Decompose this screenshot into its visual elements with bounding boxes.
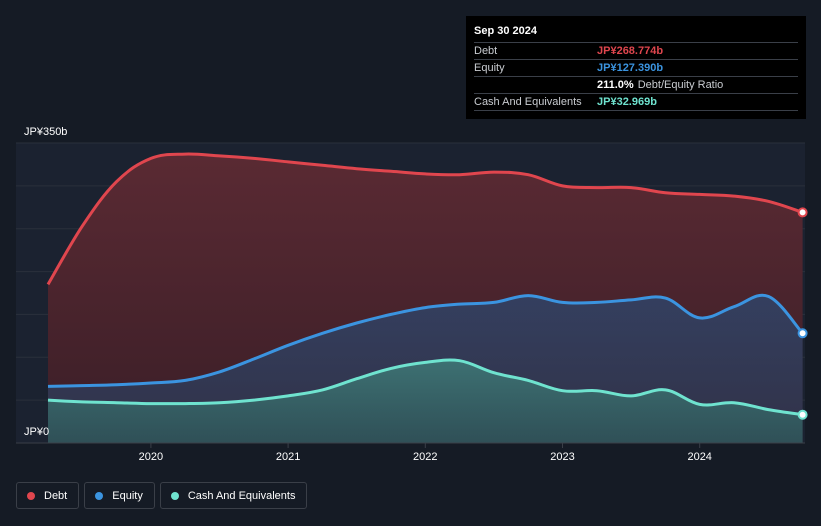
tooltip-date: Sep 30 2024	[474, 25, 537, 37]
tooltip-row-equity: Equity JP¥127.390b	[474, 59, 798, 76]
tooltip-panel: Sep 30 2024 Debt JP¥268.774b Equity JP¥1…	[466, 16, 806, 119]
y-axis-bottom-label: JP¥0	[24, 426, 49, 438]
legend-item-debt[interactable]: Debt	[16, 482, 80, 509]
legend-label: Cash And Equivalents	[187, 489, 296, 502]
legend-dot-icon	[27, 491, 35, 500]
series-lines	[46, 152, 804, 417]
legend-item-equity[interactable]: Equity	[84, 482, 155, 509]
x-tick-label: 2024	[687, 451, 711, 463]
legend-dot-icon	[95, 491, 104, 500]
tooltip-row-ratio: 211.0% Debt/Equity Ratio	[474, 76, 798, 93]
series-end-points	[797, 207, 808, 420]
debt-line	[46, 152, 804, 286]
equity-line	[47, 293, 804, 388]
series-areas	[48, 154, 803, 444]
tooltip-row-suffix: Debt/Equity Ratio	[637, 79, 724, 91]
x-tick-label: 2021	[276, 451, 300, 463]
chart-legend: Debt Equity Cash And Equivalents	[16, 482, 308, 509]
tooltip-row-debt: Debt JP¥268.774b	[474, 42, 798, 59]
legend-label: Debt	[44, 489, 68, 502]
tooltip-row-value: JP¥268.774b	[597, 45, 664, 57]
legend-item-cash[interactable]: Cash And Equivalents	[159, 482, 308, 509]
debt-end-point[interactable]	[797, 207, 808, 218]
tooltip-row-label: Equity	[474, 62, 505, 74]
cash-and-equivalents-end-point[interactable]	[797, 409, 808, 420]
y-axis-top-label: JP¥350b	[24, 126, 67, 138]
tooltip-row-label: Cash And Equivalents	[474, 96, 582, 108]
cash-and-equivalents-line	[47, 358, 803, 417]
tooltip-row-cash: Cash And Equivalents JP¥32.969b	[474, 93, 798, 111]
equity-end-point[interactable]	[797, 328, 808, 339]
tooltip-row-label	[474, 77, 597, 93]
legend-label: Equity	[112, 489, 143, 502]
tooltip-row-value: JP¥32.969b	[597, 96, 657, 108]
legend-dot-icon	[170, 491, 179, 500]
tooltip-row-value: JP¥127.390b	[597, 62, 664, 74]
cash-and-equivalents-area	[48, 360, 803, 443]
x-tick-label: 2023	[550, 451, 574, 463]
x-axis-ticks: 2020 2021 2022 2023 2024	[139, 443, 712, 463]
x-tick-label: 2022	[413, 451, 437, 463]
tooltip-row-label: Debt	[474, 45, 498, 57]
tooltip-row-value: 211.0%	[597, 79, 634, 91]
x-tick-label: 2020	[139, 451, 163, 463]
